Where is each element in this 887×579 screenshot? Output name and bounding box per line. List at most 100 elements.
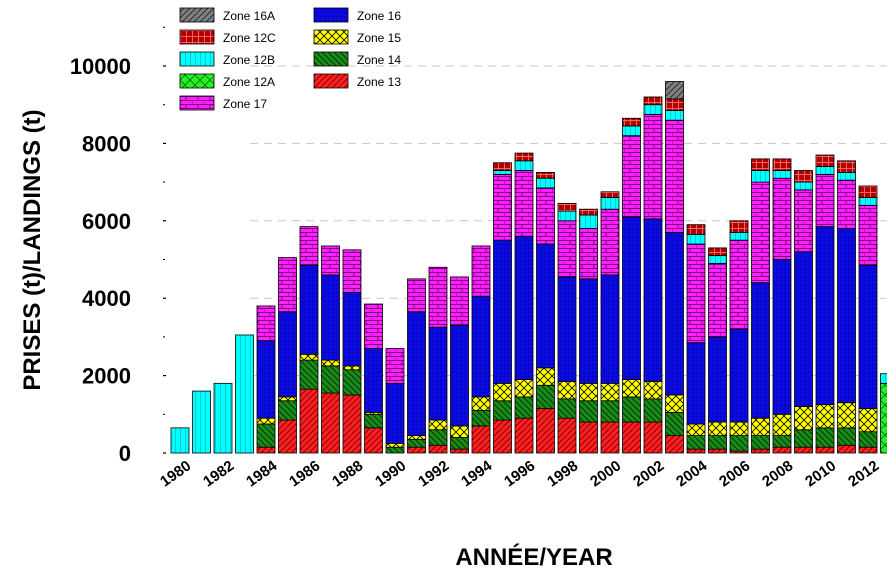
bar-2012-zone-16 bbox=[858, 264, 878, 409]
bar-1986-zone-15 bbox=[299, 353, 319, 361]
bar-1998-zone-12c bbox=[557, 202, 577, 212]
x-tick-label-1992: 1992 bbox=[415, 457, 452, 490]
bar-2003-zone-12c bbox=[665, 98, 684, 111]
legend-label-zone-12a: Zone 12A bbox=[223, 75, 275, 89]
bar-2005-zone-16 bbox=[708, 336, 727, 423]
x-tick-label-2002: 2002 bbox=[630, 457, 667, 490]
bar-2000-zone-14 bbox=[600, 400, 620, 423]
bar-1988-zone-13 bbox=[342, 394, 362, 454]
x-tick-label-1986: 1986 bbox=[286, 457, 323, 490]
legend-swatch-zone-12a bbox=[179, 73, 215, 89]
bar-1998-zone-15 bbox=[557, 381, 577, 400]
bar-2007-zone-15 bbox=[751, 417, 770, 436]
bar-1995-zone-15 bbox=[493, 382, 512, 402]
bar-1990-zone-15 bbox=[385, 442, 405, 448]
bar-1988-zone-14 bbox=[342, 369, 362, 396]
bar-2000-zone-15 bbox=[600, 382, 620, 402]
bar-2005-zone-15 bbox=[708, 421, 727, 436]
bar-1995-zone-13 bbox=[493, 419, 512, 454]
bar-2010-zone-16 bbox=[815, 226, 835, 406]
bar-1996-zone-12b bbox=[514, 160, 534, 171]
bar-1995-zone-12b bbox=[493, 170, 512, 175]
bar-1985-zone-14 bbox=[278, 400, 297, 421]
legend-swatch-zone-14 bbox=[313, 51, 349, 67]
bar-2012-zone-13 bbox=[858, 446, 878, 454]
y-axis: 0 2000 4000 6000 8000 10000 bbox=[70, 26, 166, 466]
bar-1992-zone-17 bbox=[428, 266, 448, 328]
legend-swatch-zone-12c bbox=[179, 29, 215, 45]
bar-2011-zone-16 bbox=[837, 228, 856, 404]
bar-2009-zone-14 bbox=[794, 429, 813, 448]
bar-2002-zone-16 bbox=[643, 218, 663, 382]
x-tick-label-2008: 2008 bbox=[759, 457, 796, 490]
bar-1995-zone-16 bbox=[493, 239, 512, 384]
bar-1999-zone-14 bbox=[579, 400, 598, 423]
bar-1990-zone-14 bbox=[385, 446, 405, 454]
y-tick-label-4000: 4000 bbox=[82, 286, 131, 311]
bar-1990-zone-16 bbox=[385, 382, 405, 444]
bar-1987-zone-13 bbox=[321, 392, 340, 454]
legend-swatch-zone-13 bbox=[313, 73, 349, 89]
bar-1984-zone-16 bbox=[256, 340, 276, 419]
bar-1997-zone-15 bbox=[536, 367, 555, 386]
legend-label-zone-17: Zone 17 bbox=[223, 97, 267, 111]
bar-2003-zone-14 bbox=[665, 411, 684, 436]
legend-label-zone-16: Zone 16 bbox=[357, 9, 401, 23]
bar-1991-zone-17 bbox=[407, 278, 426, 313]
bar-2003-zone-17 bbox=[665, 119, 684, 233]
bar-1991-zone-15 bbox=[407, 435, 426, 440]
bar-1981-zone-12b bbox=[192, 390, 211, 454]
bar-1994-zone-14 bbox=[471, 410, 491, 427]
x-axis: 1980 1982 1984 1986 1988 1990 1992 1994 1996 1998… bbox=[157, 457, 882, 490]
bar-1990-zone-17 bbox=[385, 348, 405, 384]
bar-1998-zone-17 bbox=[557, 220, 577, 278]
bar-1999-zone-17 bbox=[579, 228, 598, 280]
bar-2006-zone-16 bbox=[729, 328, 749, 423]
legend-swatch-zone-16a bbox=[179, 7, 215, 23]
bar-2004-zone-15 bbox=[686, 423, 706, 436]
bar-1994-zone-16 bbox=[471, 295, 491, 398]
legend-label-zone-12c: Zone 12C bbox=[223, 31, 276, 45]
bar-2007-zone-12b bbox=[751, 170, 770, 183]
x-tick-label-1980: 1980 bbox=[157, 457, 194, 490]
bar-1997-zone-12c bbox=[536, 172, 555, 179]
bar-1983-zone-12b bbox=[235, 334, 254, 454]
x-axis-title: ANNÉE/YEAR bbox=[455, 543, 612, 571]
bar-1999-zone-12b bbox=[579, 214, 598, 229]
bar-2011-zone-12b bbox=[837, 172, 856, 181]
bar-1989-zone-17 bbox=[364, 303, 383, 349]
bar-2005-zone-14 bbox=[708, 435, 727, 450]
bar-2009-zone-16 bbox=[794, 251, 813, 407]
bar-1993-zone-17 bbox=[450, 276, 469, 326]
bar-2008-zone-17 bbox=[772, 177, 792, 260]
bar-1988-zone-15 bbox=[342, 365, 362, 371]
y-tick-label-0: 0 bbox=[119, 441, 131, 466]
x-tick-label-1982: 1982 bbox=[200, 457, 237, 490]
bar-1987-zone-15 bbox=[321, 359, 340, 367]
bar-1988-zone-16 bbox=[342, 291, 362, 367]
bar-2002-zone-12c bbox=[643, 96, 663, 106]
bar-2012-zone-14 bbox=[858, 431, 878, 448]
bar-1994-zone-15 bbox=[471, 396, 491, 411]
bar-2013-zone-12b bbox=[880, 373, 887, 384]
legend-swatch-zone-17 bbox=[179, 95, 215, 111]
x-tick-label-1984: 1984 bbox=[243, 457, 281, 490]
bar-1996-zone-17 bbox=[514, 170, 534, 237]
bar-2004-zone-12c bbox=[686, 224, 706, 235]
legend-swatch-zone-12b bbox=[179, 51, 215, 67]
bar-2001-zone-17 bbox=[622, 135, 641, 218]
bar-2007-zone-12c bbox=[751, 158, 770, 171]
bar-1984-zone-15 bbox=[256, 417, 276, 425]
bar-2004-zone-16 bbox=[686, 342, 706, 425]
bar-1995-zone-12c bbox=[493, 162, 512, 171]
bar-2002-zone-14 bbox=[643, 398, 663, 423]
bar-2001-zone-12b bbox=[622, 125, 641, 137]
bar-1997-zone-13 bbox=[536, 408, 555, 454]
x-tick-label-2004: 2004 bbox=[673, 457, 711, 490]
bar-1989-zone-16 bbox=[364, 348, 383, 413]
bar-1998-zone-14 bbox=[557, 398, 577, 419]
bar-2008-zone-16 bbox=[772, 259, 792, 415]
bar-1995-zone-17 bbox=[493, 173, 512, 241]
x-tick-label-1998: 1998 bbox=[544, 457, 581, 490]
